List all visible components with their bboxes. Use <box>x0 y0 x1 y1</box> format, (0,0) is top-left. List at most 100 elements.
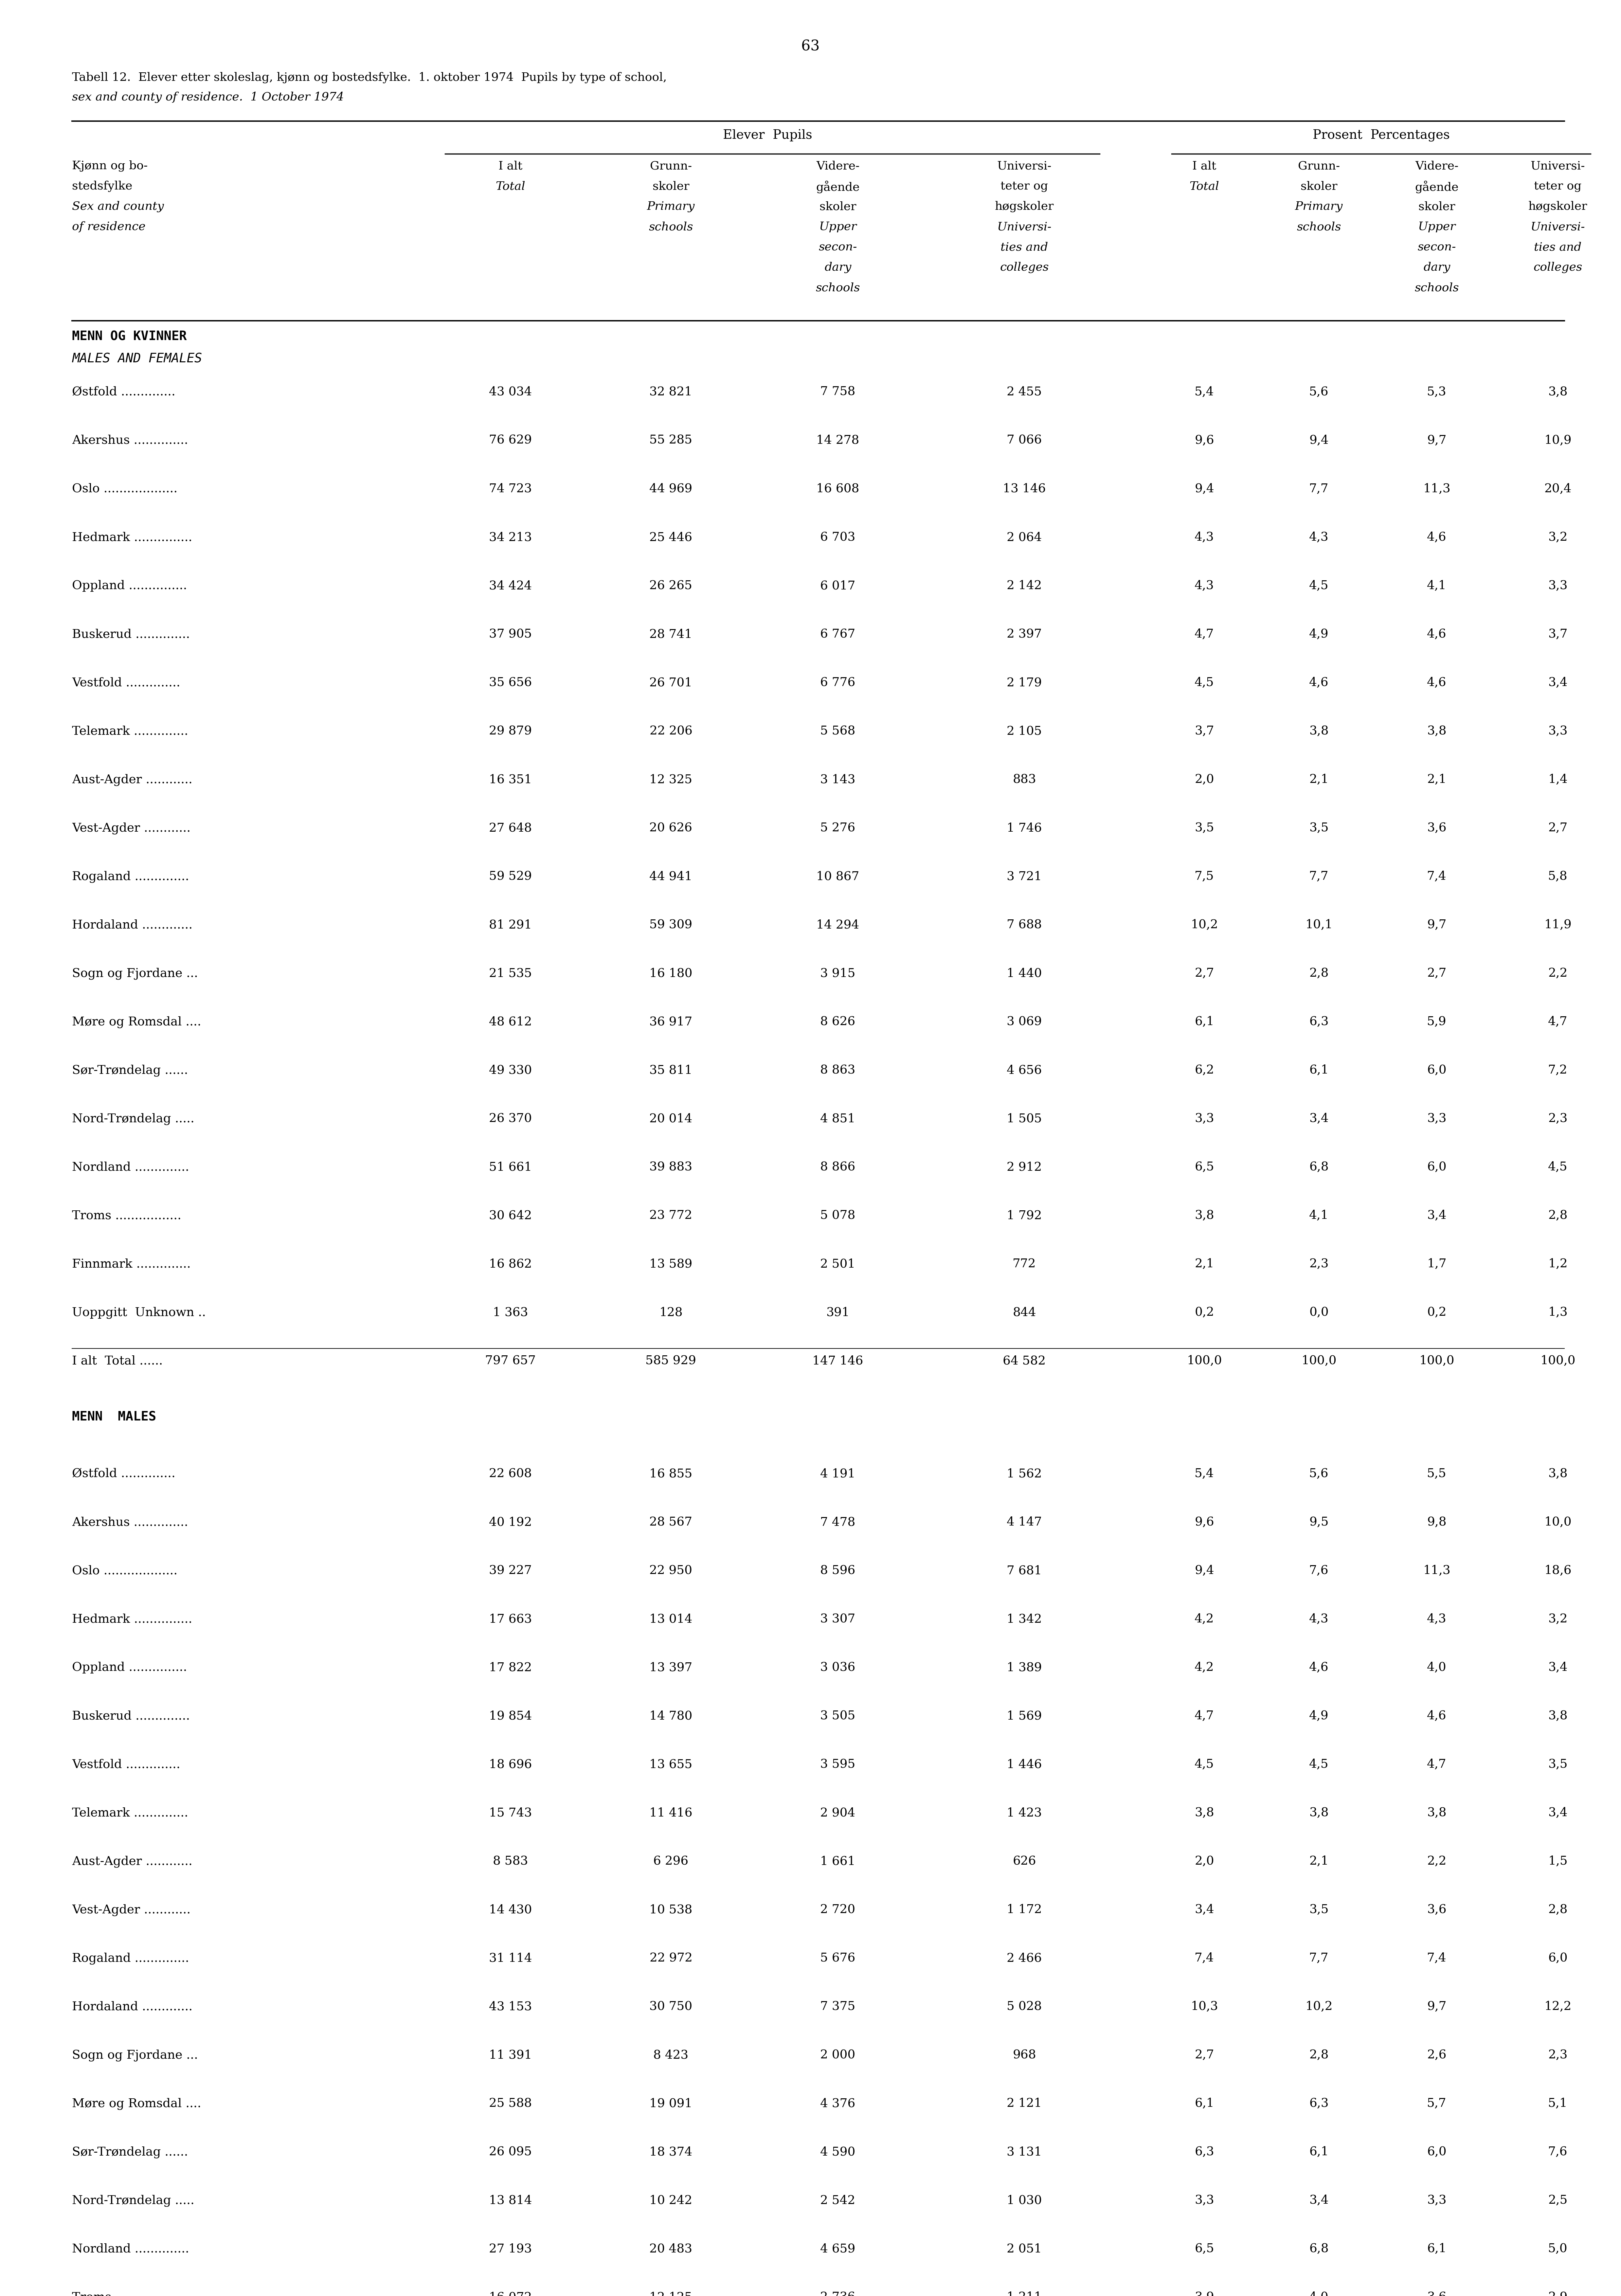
Text: Rogaland ..............: Rogaland .............. <box>71 870 190 882</box>
Text: 15 743: 15 743 <box>490 1807 532 1818</box>
Text: Sex and county: Sex and county <box>71 202 164 211</box>
Text: 7,5: 7,5 <box>1195 870 1214 882</box>
Text: 16 351: 16 351 <box>490 774 532 785</box>
Text: 4,7: 4,7 <box>1548 1015 1568 1029</box>
Text: 34 213: 34 213 <box>490 533 532 544</box>
Text: Grunn-: Grunn- <box>1298 161 1341 172</box>
Text: 9,5: 9,5 <box>1310 1515 1329 1529</box>
Text: Hordaland .............: Hordaland ............. <box>71 918 193 930</box>
Text: 12 325: 12 325 <box>650 774 692 785</box>
Text: 772: 772 <box>1013 1258 1036 1270</box>
Text: 10,0: 10,0 <box>1545 1515 1571 1529</box>
Text: Oppland ...............: Oppland ............... <box>71 1662 186 1674</box>
Text: 7,7: 7,7 <box>1310 870 1329 882</box>
Text: 4 376: 4 376 <box>820 2099 856 2110</box>
Text: Finnmark ..............: Finnmark .............. <box>71 1258 191 1270</box>
Text: 20 014: 20 014 <box>650 1114 692 1125</box>
Text: 6,1: 6,1 <box>1195 2099 1214 2110</box>
Text: 3,8: 3,8 <box>1426 726 1446 737</box>
Text: 4,3: 4,3 <box>1310 1614 1329 1626</box>
Text: 32 821: 32 821 <box>650 386 692 397</box>
Text: 3,4: 3,4 <box>1195 1903 1214 1915</box>
Text: Troms .................: Troms ................. <box>71 2291 182 2296</box>
Text: 2 000: 2 000 <box>820 2050 856 2062</box>
Text: 6,0: 6,0 <box>1548 1952 1568 1963</box>
Text: Nord-Trøndelag .....: Nord-Trøndelag ..... <box>71 2195 195 2206</box>
Text: MENN OG KVINNER: MENN OG KVINNER <box>71 331 186 342</box>
Text: skoler: skoler <box>1418 202 1456 211</box>
Text: 4,2: 4,2 <box>1195 1662 1214 1674</box>
Text: 1 792: 1 792 <box>1007 1210 1042 1221</box>
Text: 2,7: 2,7 <box>1426 967 1446 980</box>
Text: 8 863: 8 863 <box>820 1065 856 1077</box>
Text: Total: Total <box>1190 181 1219 193</box>
Text: Østfold ..............: Østfold .............. <box>71 1467 175 1479</box>
Text: Vest-Agder ............: Vest-Agder ............ <box>71 1903 191 1915</box>
Text: 74 723: 74 723 <box>490 482 532 496</box>
Text: 26 701: 26 701 <box>650 677 692 689</box>
Text: 5 028: 5 028 <box>1007 2000 1042 2014</box>
Text: 27 648: 27 648 <box>490 822 532 833</box>
Text: 28 567: 28 567 <box>650 1515 692 1529</box>
Text: 4,6: 4,6 <box>1310 677 1329 689</box>
Text: 2,1: 2,1 <box>1195 1258 1214 1270</box>
Text: Sogn og Fjordane ...: Sogn og Fjordane ... <box>71 967 198 980</box>
Text: 1,4: 1,4 <box>1548 774 1568 785</box>
Text: 3,2: 3,2 <box>1548 533 1568 544</box>
Text: 2 397: 2 397 <box>1007 629 1042 641</box>
Text: 2,7: 2,7 <box>1195 967 1214 980</box>
Text: 0,2: 0,2 <box>1426 1306 1446 1318</box>
Text: 8 596: 8 596 <box>820 1566 856 1577</box>
Text: 6 767: 6 767 <box>820 629 856 641</box>
Text: 6,8: 6,8 <box>1310 2243 1329 2255</box>
Text: 3 721: 3 721 <box>1007 870 1042 882</box>
Text: 1 423: 1 423 <box>1007 1807 1042 1818</box>
Text: 4,7: 4,7 <box>1426 1759 1446 1770</box>
Text: 2,2: 2,2 <box>1548 967 1568 980</box>
Text: Upper: Upper <box>1418 220 1456 232</box>
Text: 25 446: 25 446 <box>650 533 692 544</box>
Text: 1,5: 1,5 <box>1548 1855 1568 1867</box>
Text: 2,1: 2,1 <box>1310 774 1329 785</box>
Text: 13 814: 13 814 <box>490 2195 532 2206</box>
Text: 4 851: 4 851 <box>820 1114 856 1125</box>
Text: 147 146: 147 146 <box>812 1355 864 1366</box>
Text: 1 389: 1 389 <box>1007 1662 1042 1674</box>
Text: 7,4: 7,4 <box>1426 1952 1446 1963</box>
Text: Buskerud ..............: Buskerud .............. <box>71 629 190 641</box>
Text: 10,2: 10,2 <box>1191 918 1217 930</box>
Text: 3,7: 3,7 <box>1548 629 1568 641</box>
Text: høgskoler: høgskoler <box>1529 202 1587 211</box>
Text: I alt  Total ......: I alt Total ...... <box>71 1355 162 1366</box>
Text: 4,6: 4,6 <box>1426 1711 1446 1722</box>
Text: 13 655: 13 655 <box>650 1759 692 1770</box>
Text: 23 772: 23 772 <box>650 1210 692 1221</box>
Text: 2 736: 2 736 <box>820 2291 856 2296</box>
Text: 2 720: 2 720 <box>820 1903 856 1915</box>
Text: 2 501: 2 501 <box>820 1258 856 1270</box>
Text: 4,0: 4,0 <box>1310 2291 1329 2296</box>
Text: 13 014: 13 014 <box>650 1614 692 1626</box>
Text: 39 883: 39 883 <box>650 1162 692 1173</box>
Text: 8 423: 8 423 <box>653 2050 689 2062</box>
Text: 5,4: 5,4 <box>1195 1467 1214 1479</box>
Text: 9,7: 9,7 <box>1426 434 1446 445</box>
Text: 2 105: 2 105 <box>1007 726 1042 737</box>
Text: 35 811: 35 811 <box>650 1065 692 1077</box>
Text: 100,0: 100,0 <box>1540 1355 1576 1366</box>
Text: 5,3: 5,3 <box>1426 386 1446 397</box>
Text: 81 291: 81 291 <box>490 918 532 930</box>
Text: 5,0: 5,0 <box>1548 2243 1568 2255</box>
Text: Kjønn og bo-: Kjønn og bo- <box>71 161 148 172</box>
Text: 20 626: 20 626 <box>650 822 692 833</box>
Text: 10 242: 10 242 <box>650 2195 692 2206</box>
Text: 11 416: 11 416 <box>650 1807 692 1818</box>
Text: 3,6: 3,6 <box>1426 822 1446 833</box>
Text: Elever  Pupils: Elever Pupils <box>723 129 812 142</box>
Text: 8 866: 8 866 <box>820 1162 856 1173</box>
Text: 25 588: 25 588 <box>490 2099 532 2110</box>
Text: 44 941: 44 941 <box>650 870 692 882</box>
Text: 128: 128 <box>660 1306 682 1318</box>
Text: 6,0: 6,0 <box>1426 2147 1446 2158</box>
Text: 4,9: 4,9 <box>1310 629 1329 641</box>
